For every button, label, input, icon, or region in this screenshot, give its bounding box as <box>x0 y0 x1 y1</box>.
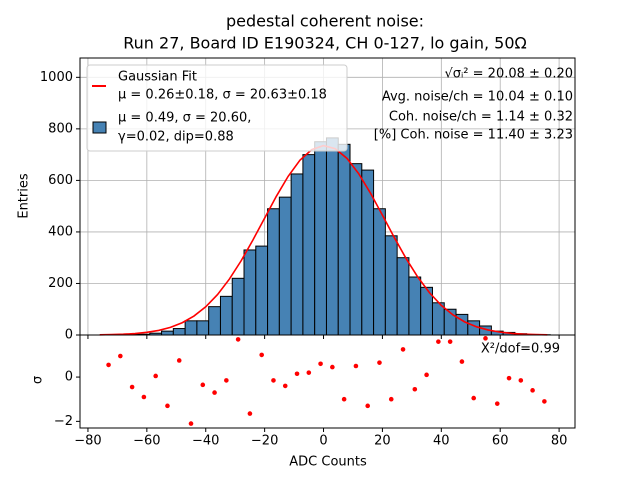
residual-point <box>471 395 477 401</box>
legend-label: μ = 0.49, σ = 20.60, <box>118 111 251 126</box>
histogram-bar <box>384 235 398 336</box>
histogram-bar <box>314 141 327 336</box>
legend-label: Gaussian Fit <box>118 70 197 85</box>
legend-label: γ=0.02, dip=0.88 <box>118 130 234 145</box>
y-axis-label: Entries <box>17 173 32 219</box>
residual-point <box>188 421 194 426</box>
residual-point <box>353 363 359 369</box>
histogram-bar <box>243 249 257 336</box>
residual-point <box>530 388 535 393</box>
stat-annotation: [%] Coh. noise = 11.40 ± 3.23 <box>374 128 573 143</box>
histogram-bar <box>255 245 269 336</box>
residual-point <box>447 339 453 344</box>
histogram-bar <box>184 320 198 336</box>
residual-point <box>330 364 335 370</box>
residual-point <box>436 339 441 344</box>
histogram-bar <box>219 295 233 336</box>
residual-point <box>306 370 312 375</box>
x-tick-label: 0 <box>319 434 327 449</box>
residual-point <box>129 384 135 390</box>
histogram-bar <box>161 330 174 336</box>
residual-point <box>212 390 217 395</box>
histogram-bar <box>196 320 210 336</box>
x-tick-label: −80 <box>74 434 101 449</box>
x-tick-label: 60 <box>492 434 509 449</box>
residual-point <box>200 382 206 388</box>
histogram-bar <box>325 137 339 336</box>
residual-point <box>247 411 253 416</box>
residual-point <box>165 403 170 409</box>
histogram-bar <box>278 196 292 336</box>
x-tick-label: −40 <box>192 434 219 449</box>
x-axis-label: ADC Counts <box>289 455 367 470</box>
legend-box <box>86 64 348 152</box>
histogram-bar <box>290 173 304 336</box>
histogram-bar <box>208 306 221 336</box>
residual-point <box>542 399 547 404</box>
x-tick-label: 40 <box>433 434 450 449</box>
y-axis-label: σ <box>31 376 46 384</box>
residual-point <box>494 401 500 406</box>
residual-point <box>224 378 229 383</box>
x-tick-label: 80 <box>551 434 568 449</box>
chart-title: pedestal coherent noise: <box>226 12 424 31</box>
residual-point <box>118 353 123 359</box>
stat-annotation: √σᵢ² = 20.08 ± 0.20 <box>444 67 573 82</box>
y-tick-label: 0 <box>65 328 73 343</box>
residual-point <box>341 396 347 402</box>
x-tick-label: −20 <box>251 434 278 449</box>
residual-point <box>400 347 406 352</box>
residual-point <box>282 383 288 389</box>
residual-point <box>271 378 276 383</box>
histogram-bar <box>231 277 245 336</box>
residual-point <box>377 360 382 365</box>
y-tick-label: 1000 <box>40 70 73 85</box>
residual-point <box>483 336 488 341</box>
residual-point <box>459 359 465 364</box>
histogram-bar <box>302 154 316 336</box>
y-tick-label: 200 <box>48 276 73 291</box>
histogram-bar <box>267 208 280 336</box>
residual-point <box>318 361 323 367</box>
histogram-bar <box>408 276 422 336</box>
residual-point <box>106 362 111 368</box>
x-tick-label: −60 <box>133 434 160 449</box>
residual-point <box>388 396 394 402</box>
x-tick-label: 20 <box>374 434 391 449</box>
stat-annotation: Avg. noise/ch = 10.04 ± 0.10 <box>382 90 573 105</box>
y-tick-label: 600 <box>48 173 73 188</box>
histogram-bar <box>431 302 445 336</box>
y-tick-label: 800 <box>48 121 73 136</box>
y-tick-label: 0 <box>65 370 73 385</box>
histogram-bar <box>337 143 351 336</box>
legend-swatch <box>92 121 107 134</box>
histogram-bar <box>396 257 410 336</box>
residual-point <box>506 375 512 381</box>
residual-point <box>518 378 524 383</box>
residual-point <box>176 358 182 363</box>
residual-point <box>259 352 264 358</box>
chi2-annotation: X²/dof=0.99 <box>481 342 560 357</box>
axes-frame <box>79 334 576 429</box>
stat-annotation: Coh. noise/ch = 1.14 ± 0.32 <box>389 110 573 125</box>
y-tick-label: −2 <box>54 414 73 429</box>
residual-point <box>294 371 300 377</box>
residual-point <box>424 372 429 378</box>
residual-point <box>153 373 158 379</box>
chart-subtitle: Run 27, Board ID E190324, CH 0-127, lo g… <box>123 34 526 53</box>
residual-point <box>365 403 370 409</box>
residual-point <box>235 337 241 342</box>
y-tick-label: 400 <box>48 224 73 239</box>
residual-point <box>141 394 147 400</box>
histogram-bar <box>373 208 386 336</box>
histogram-bar <box>172 328 186 336</box>
residual-point <box>412 386 418 392</box>
histogram-bar <box>349 163 363 336</box>
legend-label: μ = 0.26±0.18, σ = 20.63±0.18 <box>118 88 327 103</box>
